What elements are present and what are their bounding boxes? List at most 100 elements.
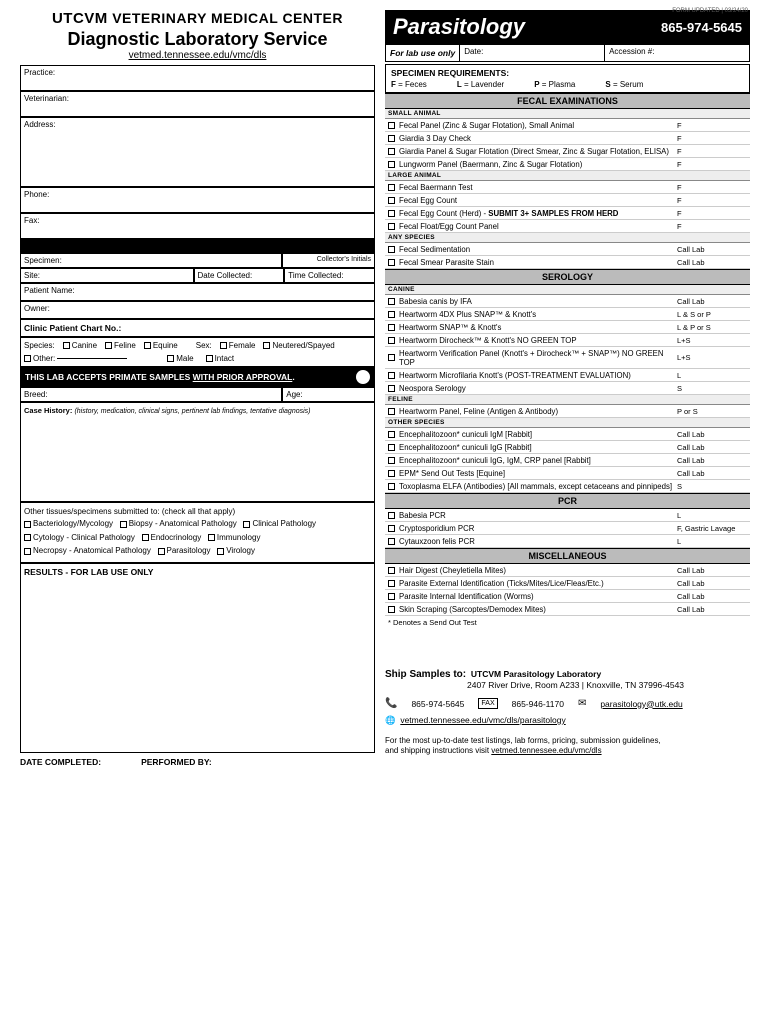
test-checkbox[interactable] bbox=[388, 184, 395, 191]
test-row[interactable]: Neospora SerologyS bbox=[385, 382, 750, 395]
cb-male[interactable]: Male bbox=[167, 354, 193, 363]
practice-field[interactable]: Practice: bbox=[20, 65, 375, 91]
test-row[interactable]: Hair Digest (Cheyletiella Mites)Call Lab bbox=[385, 564, 750, 577]
test-checkbox[interactable] bbox=[388, 354, 395, 361]
test-checkbox[interactable] bbox=[388, 431, 395, 438]
test-row[interactable]: Heartworm Verification Panel (Knott's + … bbox=[385, 347, 750, 369]
cb-equine[interactable]: Equine bbox=[144, 341, 178, 350]
test-row[interactable]: Fecal Float/Egg Count PanelF bbox=[385, 220, 750, 233]
test-checkbox[interactable] bbox=[388, 161, 395, 168]
test-checkbox[interactable] bbox=[388, 408, 395, 415]
test-row[interactable]: Skin Scraping (Sarcoptes/Demodex Mites)C… bbox=[385, 603, 750, 616]
test-checkbox[interactable] bbox=[388, 567, 395, 574]
test-specimen: S bbox=[677, 482, 747, 491]
test-checkbox[interactable] bbox=[388, 311, 395, 318]
cb-intact[interactable]: Intact bbox=[206, 354, 235, 363]
phone-field[interactable]: Phone: bbox=[20, 187, 375, 213]
test-row[interactable]: Babesia PCRL bbox=[385, 509, 750, 522]
cb-endo[interactable]: Endocrinology bbox=[142, 532, 202, 544]
cb-female[interactable]: Female bbox=[220, 341, 256, 350]
test-row[interactable]: Heartworm Microfilaria Knott's (POST-TRE… bbox=[385, 369, 750, 382]
test-row[interactable]: Parasite External Identification (Ticks/… bbox=[385, 577, 750, 590]
test-checkbox[interactable] bbox=[388, 483, 395, 490]
time-collected-field[interactable]: Time Collected: bbox=[284, 268, 375, 283]
test-checkbox[interactable] bbox=[388, 223, 395, 230]
test-row[interactable]: Lungworm Panel (Baermann, Zinc & Sugar F… bbox=[385, 158, 750, 171]
age-field[interactable]: Age: bbox=[282, 387, 375, 402]
test-row[interactable]: Fecal Baermann TestF bbox=[385, 181, 750, 194]
test-checkbox[interactable] bbox=[388, 606, 395, 613]
owner-field[interactable]: Owner: bbox=[20, 301, 375, 319]
test-checkbox[interactable] bbox=[388, 148, 395, 155]
date-collected-field[interactable]: Date Collected: bbox=[194, 268, 285, 283]
test-row[interactable]: Fecal Smear Parasite StainCall Lab bbox=[385, 256, 750, 269]
test-row[interactable]: Cryptosporidium PCRF, Gastric Lavage bbox=[385, 522, 750, 535]
test-row[interactable]: Babesia canis by IFACall Lab bbox=[385, 295, 750, 308]
test-checkbox[interactable] bbox=[388, 197, 395, 204]
test-checkbox[interactable] bbox=[388, 525, 395, 532]
test-checkbox[interactable] bbox=[388, 593, 395, 600]
fax-field[interactable]: Fax: bbox=[20, 213, 375, 239]
test-row[interactable]: Fecal Egg Count (Herd) - SUBMIT 3+ SAMPL… bbox=[385, 207, 750, 220]
cb-canine[interactable]: Canine bbox=[63, 341, 97, 350]
test-checkbox[interactable] bbox=[388, 385, 395, 392]
test-checkbox[interactable] bbox=[388, 580, 395, 587]
lab-date-field[interactable]: Date: bbox=[460, 45, 605, 61]
specimen-field[interactable]: Specimen: bbox=[20, 253, 282, 268]
lab-accession-field[interactable]: Accession #: bbox=[605, 45, 749, 61]
collectors-initials[interactable]: Collector's Initials bbox=[282, 253, 375, 268]
cb-immuno[interactable]: Immunology bbox=[208, 532, 261, 544]
test-row[interactable]: Heartworm 4DX Plus SNAP™ & Knott'sL & S … bbox=[385, 308, 750, 321]
test-checkbox[interactable] bbox=[388, 246, 395, 253]
patient-name-field[interactable]: Patient Name: bbox=[20, 283, 375, 301]
cb-viro[interactable]: Virology bbox=[217, 545, 255, 557]
cb-bact[interactable]: Bacteriology/Mycology bbox=[24, 518, 113, 530]
test-checkbox[interactable] bbox=[388, 444, 395, 451]
test-checkbox[interactable] bbox=[388, 122, 395, 129]
cb-para[interactable]: Parasitology bbox=[158, 545, 211, 557]
cb-biopsy[interactable]: Biopsy - Anatomical Pathology bbox=[120, 518, 237, 530]
test-name: Giardia 3 Day Check bbox=[399, 134, 677, 143]
cb-necro[interactable]: Necropsy - Anatomical Pathology bbox=[24, 545, 151, 557]
test-checkbox[interactable] bbox=[388, 324, 395, 331]
cb-cyto[interactable]: Cytology - Clinical Pathology bbox=[24, 532, 135, 544]
cb-neutered[interactable]: Neutered/Spayed bbox=[263, 341, 334, 350]
test-row[interactable]: Heartworm Panel, Feline (Antigen & Antib… bbox=[385, 405, 750, 418]
test-checkbox[interactable] bbox=[388, 298, 395, 305]
vet-field[interactable]: Veterinarian: bbox=[20, 91, 375, 117]
breed-field[interactable]: Breed: bbox=[20, 387, 282, 402]
test-row[interactable]: Encephalitozoon* cuniculi IgG [Rabbit]Ca… bbox=[385, 441, 750, 454]
test-checkbox[interactable] bbox=[388, 135, 395, 142]
test-row[interactable]: Heartworm SNAP™ & Knott'sL & P or S bbox=[385, 321, 750, 334]
test-row[interactable]: Encephalitozoon* cuniculi IgG, IgM, CRP … bbox=[385, 454, 750, 467]
site-field[interactable]: Site: bbox=[20, 268, 194, 283]
test-checkbox[interactable] bbox=[388, 457, 395, 464]
test-row[interactable]: Fecal Egg CountF bbox=[385, 194, 750, 207]
test-row[interactable]: Parasite Internal Identification (Worms)… bbox=[385, 590, 750, 603]
section-fecal: FECAL EXAMINATIONS bbox=[385, 93, 750, 109]
form-updated: FORM UPDATED | 03/24/20 bbox=[672, 8, 748, 14]
test-checkbox[interactable] bbox=[388, 337, 395, 344]
clinic-chart-field[interactable]: Clinic Patient Chart No.: bbox=[20, 319, 375, 337]
test-checkbox[interactable] bbox=[388, 210, 395, 217]
test-row[interactable]: Fecal Panel (Zinc & Sugar Flotation), Sm… bbox=[385, 119, 750, 132]
test-checkbox[interactable] bbox=[388, 372, 395, 379]
test-specimen: S bbox=[677, 384, 747, 393]
test-checkbox[interactable] bbox=[388, 512, 395, 519]
test-row[interactable]: EPM* Send Out Tests [Equine]Call Lab bbox=[385, 467, 750, 480]
test-checkbox[interactable] bbox=[388, 470, 395, 477]
test-row[interactable]: Heartworm Dirocheck™ & Knott's NO GREEN … bbox=[385, 334, 750, 347]
case-history-field[interactable]: Case History: (history, medication, clin… bbox=[20, 402, 375, 502]
test-row[interactable]: Giardia Panel & Sugar Flotation (Direct … bbox=[385, 145, 750, 158]
test-checkbox[interactable] bbox=[388, 538, 395, 545]
test-row[interactable]: Encephalitozoon* cuniculi IgM [Rabbit]Ca… bbox=[385, 428, 750, 441]
cb-clinpath[interactable]: Clinical Pathology bbox=[243, 518, 316, 530]
cb-feline[interactable]: Feline bbox=[105, 341, 136, 350]
test-row[interactable]: Giardia 3 Day CheckF bbox=[385, 132, 750, 145]
cb-other[interactable]: Other: Male Intact bbox=[24, 354, 371, 363]
test-row[interactable]: Toxoplasma ELFA (Antibodies) [All mammal… bbox=[385, 480, 750, 493]
test-checkbox[interactable] bbox=[388, 259, 395, 266]
test-row[interactable]: Fecal SedimentationCall Lab bbox=[385, 243, 750, 256]
address-field[interactable]: Address: bbox=[20, 117, 375, 187]
test-row[interactable]: Cytauxzoon felis PCRL bbox=[385, 535, 750, 548]
